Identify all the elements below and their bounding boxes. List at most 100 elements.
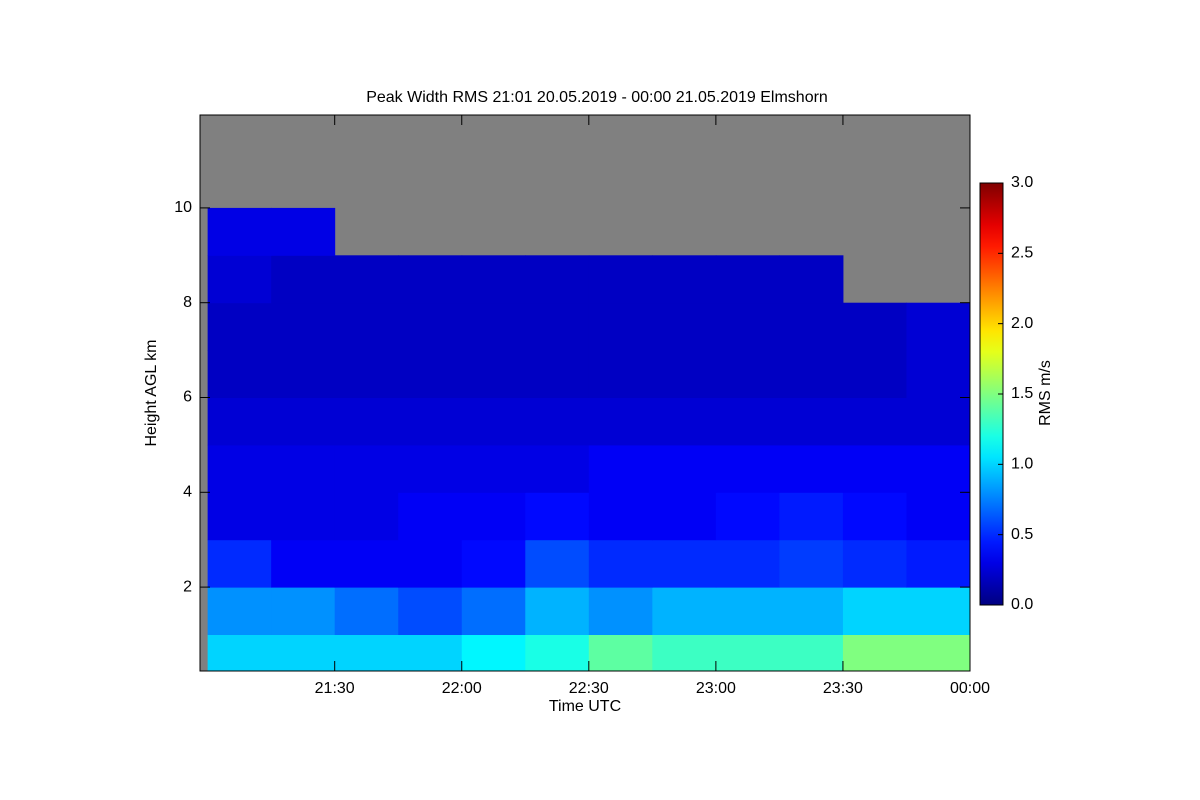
heatmap-cell (715, 492, 780, 541)
heatmap-cell (906, 492, 970, 541)
heatmap-cell (398, 587, 463, 636)
heatmap-cell (588, 634, 653, 671)
heatmap-cell (398, 397, 463, 446)
heatmap-cell (588, 587, 653, 636)
heatmap-cell (334, 350, 399, 399)
heatmap-cell (588, 302, 653, 351)
heatmap-cell (652, 255, 717, 304)
heatmap-cell (398, 539, 463, 588)
heatmap-cell (842, 444, 907, 493)
heatmap-cell (588, 492, 653, 541)
heatmap-cell (715, 302, 780, 351)
colorbar-label: RMS m/s (1037, 360, 1054, 426)
heatmap-cell (271, 539, 336, 588)
colorbar-tick-label: 1.0 (1011, 456, 1033, 473)
plot-frame (199, 114, 971, 672)
x-tick-label: 00:00 (950, 680, 990, 697)
heatmap-cell (652, 444, 717, 493)
heatmap-cell (525, 302, 590, 351)
heatmap-cell (906, 634, 970, 671)
heatmap-cell (461, 634, 526, 671)
heatmap-cell (715, 397, 780, 446)
heatmap (207, 207, 970, 671)
heatmap-cell (398, 444, 463, 493)
heatmap-cell (398, 302, 463, 351)
y-tick-label: 4 (183, 484, 192, 501)
heatmap-cell (207, 539, 272, 588)
colorbar-tick-label: 0.5 (1011, 526, 1033, 543)
heatmap-cell (207, 587, 272, 636)
y-tick-label: 10 (174, 199, 192, 216)
heatmap-cell (715, 255, 780, 304)
heatmap-cell (461, 302, 526, 351)
heatmap-cell (334, 444, 399, 493)
heatmap-cell (842, 302, 907, 351)
heatmap-cell (334, 634, 399, 671)
colorbar-tick-label: 2.5 (1011, 245, 1033, 262)
heatmap-cell (779, 539, 844, 588)
heatmap-cell (715, 634, 780, 671)
heatmap-cell (461, 539, 526, 588)
heatmap-cell (207, 634, 272, 671)
heatmap-cell (271, 255, 336, 304)
heatmap-cell (207, 444, 272, 493)
heatmap-cell (779, 302, 844, 351)
x-tick-label: 22:00 (442, 680, 482, 697)
heatmap-cell (588, 397, 653, 446)
heatmap-cell (461, 444, 526, 493)
heatmap-cell (334, 492, 399, 541)
heatmap-cell (334, 587, 399, 636)
heatmap-cell (461, 397, 526, 446)
heatmap-cell (334, 397, 399, 446)
y-tick-label: 6 (183, 389, 192, 406)
heatmap-cell (525, 492, 590, 541)
heatmap-cell (779, 492, 844, 541)
heatmap-cell (715, 539, 780, 588)
x-tick-label: 21:30 (315, 680, 355, 697)
heatmap-cell (779, 350, 844, 399)
heatmap-cell (525, 539, 590, 588)
heatmap-cell (652, 350, 717, 399)
heatmap-cell (271, 397, 336, 446)
heatmap-cell (207, 255, 272, 304)
heatmap-cell (652, 539, 717, 588)
heatmap-cell (715, 350, 780, 399)
heatmap-cell (842, 350, 907, 399)
heatmap-cell (842, 397, 907, 446)
heatmap-cell (461, 492, 526, 541)
heatmap-cell (588, 350, 653, 399)
x-tick-label: 23:30 (823, 680, 863, 697)
heatmap-cell (398, 350, 463, 399)
heatmap-cell (271, 634, 336, 671)
heatmap-cell (652, 397, 717, 446)
heatmap-cell (842, 539, 907, 588)
heatmap-cell (207, 350, 272, 399)
y-tick-label: 2 (183, 578, 192, 595)
x-tick-label: 23:00 (696, 680, 736, 697)
heatmap-cell (207, 302, 272, 351)
heatmap-cell (271, 350, 336, 399)
heatmap-cell (906, 444, 970, 493)
heatmap-cell (588, 444, 653, 493)
heatmap-cell (906, 350, 970, 399)
heatmap-cell (779, 587, 844, 636)
heatmap-cell (779, 634, 844, 671)
heatmap-cell (715, 444, 780, 493)
colorbar-tick-label: 3.0 (1011, 174, 1033, 191)
heatmap-cell (588, 255, 653, 304)
y-axis-label: Height AGL km (143, 339, 160, 446)
heatmap-cell (652, 587, 717, 636)
heatmap-cell (334, 539, 399, 588)
heatmap-cell (461, 350, 526, 399)
heatmap-cell (652, 302, 717, 351)
heatmap-cell (842, 634, 907, 671)
heatmap-cell (525, 350, 590, 399)
heatmap-cell (842, 587, 907, 636)
heatmap-cell (906, 397, 970, 446)
heatmap-cell (525, 634, 590, 671)
heatmap-cell (715, 587, 780, 636)
heatmap-cell (207, 207, 272, 256)
heatmap-cell (842, 492, 907, 541)
heatmap-cell (398, 255, 463, 304)
heatmap-cell (525, 444, 590, 493)
